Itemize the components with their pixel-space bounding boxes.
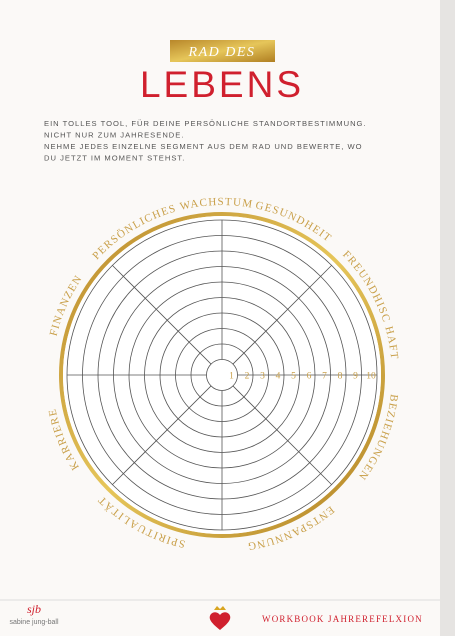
wheel-rim [59, 212, 385, 538]
scale-number: 7 [322, 372, 327, 382]
scale-number: 9 [353, 372, 358, 382]
intro: EIN TOLLES TOOL, FÜR DEINE PERSÖNLICHE S… [44, 119, 367, 163]
logo-monogram: sjb [27, 602, 41, 616]
title: LEBENS [140, 64, 304, 105]
heart-icon [209, 606, 231, 630]
scale-number: 1 [229, 372, 234, 382]
intro-line: DU JETZT IM MOMENT STEHST. [44, 154, 185, 163]
scale-number: 5 [291, 372, 296, 382]
intro-line: EIN TOLLES TOOL, FÜR DEINE PERSÖNLICHE S… [44, 119, 367, 128]
intro-line: NEHME JEDES EINZELNE SEGMENT AUS DEM RAD… [44, 142, 363, 151]
badge-text: RAD DES [188, 45, 256, 60]
intro-line: NICHT NUR ZUM JAHRESENDE. [44, 131, 184, 140]
scale-number: 3 [260, 372, 265, 382]
badge [170, 40, 275, 62]
spoke [112, 385, 212, 485]
spoke [232, 385, 332, 485]
scale-number: 2 [245, 372, 250, 382]
spoke [232, 265, 332, 365]
scale-number: 4 [276, 372, 281, 382]
spoke [112, 265, 212, 365]
scale-number: 10 [366, 372, 376, 382]
page-edge [440, 0, 455, 636]
footer-text: WORKBOOK JAHREREFELXION [262, 614, 423, 624]
logo-text: sabine jung-ball [9, 619, 58, 626]
scale-number: 8 [338, 372, 343, 382]
scale-number: 6 [307, 372, 312, 382]
